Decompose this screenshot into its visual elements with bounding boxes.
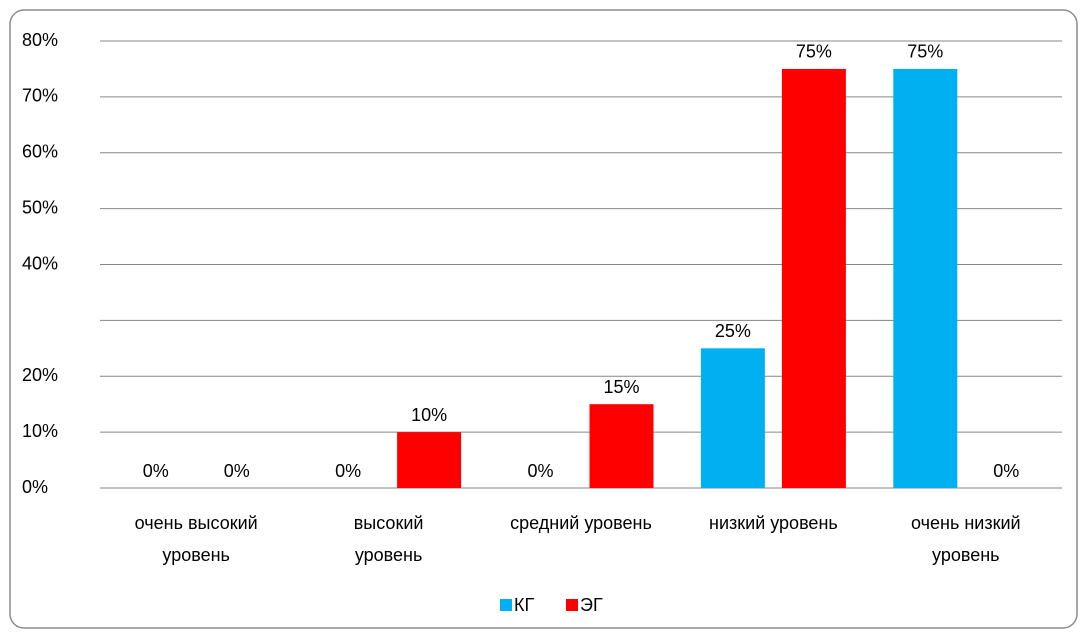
x-tick-label: низкий уровень xyxy=(709,513,838,533)
data-label: 0% xyxy=(993,461,1019,481)
y-tick-label: 50% xyxy=(22,197,58,217)
legend-swatch xyxy=(566,599,578,611)
bar xyxy=(700,348,765,488)
y-tick-label: 80% xyxy=(22,30,58,50)
x-tick-label: высокий уровень xyxy=(353,513,424,565)
y-tick-label: 60% xyxy=(22,142,58,162)
x-tick-label: средний уровень xyxy=(510,513,652,533)
bar xyxy=(589,404,654,488)
data-label: 0% xyxy=(527,461,553,481)
data-label: 75% xyxy=(907,42,943,62)
y-tick-label: 20% xyxy=(22,365,58,385)
legend-swatch xyxy=(500,599,512,611)
y-tick-label: 70% xyxy=(22,86,58,106)
bar xyxy=(893,68,958,488)
bar xyxy=(397,432,462,488)
data-label: 75% xyxy=(796,42,832,62)
legend-label: ЭГ xyxy=(580,595,603,615)
bar xyxy=(781,68,846,488)
x-tick-label: очень высокий уровень xyxy=(134,513,258,565)
y-tick-label: 40% xyxy=(22,253,58,273)
data-label: 0% xyxy=(143,461,169,481)
data-label: 0% xyxy=(335,461,361,481)
data-label: 10% xyxy=(411,405,447,425)
x-tick-label: очень низкий уровень xyxy=(911,513,1021,565)
data-label: 0% xyxy=(224,461,250,481)
data-label: 25% xyxy=(715,321,751,341)
y-tick-label: 10% xyxy=(22,421,58,441)
data-label: 15% xyxy=(603,377,639,397)
legend-label: КГ xyxy=(514,595,534,615)
y-tick-label: 0% xyxy=(22,477,48,497)
